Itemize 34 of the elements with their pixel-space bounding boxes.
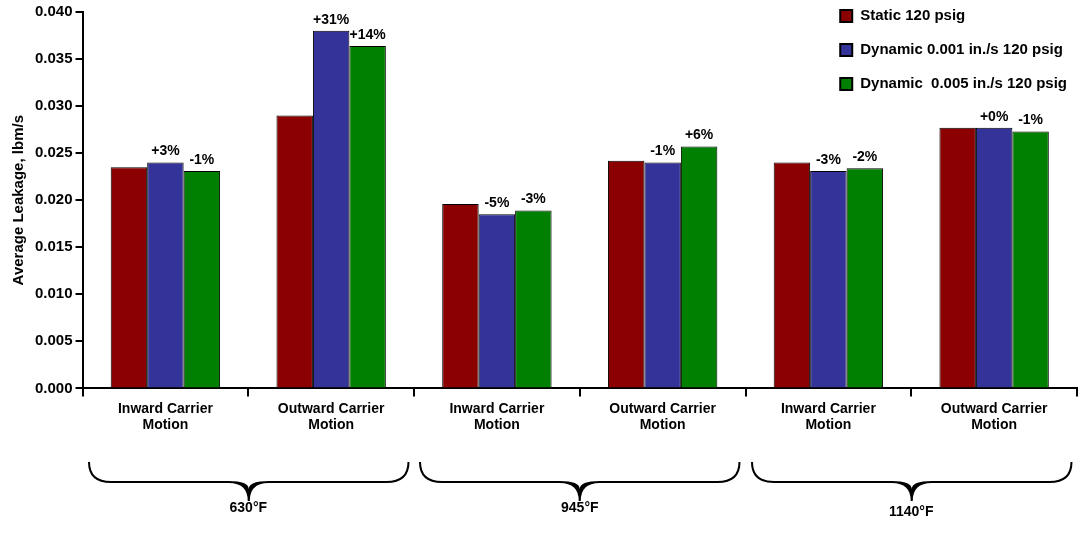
annotation: -5%: [484, 194, 510, 211]
annotation: -1%: [189, 150, 215, 167]
x-tick-label: Inward Carrier Motion: [780, 399, 877, 433]
annotation: +14%: [349, 25, 387, 42]
x-tick-label: Inward Carrier Motion: [117, 399, 214, 433]
annotation: +31%: [313, 10, 350, 27]
y-tick-label: 0.010: [34, 284, 73, 302]
x-tick-label: Outward Carrier Motion: [277, 399, 385, 433]
y-tick-label: 0.015: [34, 237, 73, 255]
annotation: -3%: [520, 190, 547, 207]
annotation: -1%: [650, 142, 676, 159]
text: 945°F: [561, 499, 599, 515]
text: 1140°F: [888, 503, 934, 519]
x-tick-label: Outward Carrier Motion: [609, 399, 717, 433]
y-tick-label: 0.040: [34, 2, 73, 20]
legend-label: Static 120 psig: [860, 6, 966, 24]
legend-label: Dynamic 0.005 in./s 120 psig: [860, 74, 1068, 92]
annotation: -1%: [1018, 111, 1044, 128]
x-tick-label: Outward Carrier Motion: [940, 399, 1048, 433]
y-axis-title: Average Leakage, lbm/s: [9, 115, 27, 286]
x-tick-label: Inward Carrier Motion: [449, 399, 545, 433]
annotation: -2%: [852, 148, 878, 165]
legend-label: Dynamic 0.001 in./s 120 psig: [860, 40, 1063, 58]
annotation: +3%: [151, 142, 181, 159]
annotation: +6%: [684, 126, 714, 143]
y-tick-label: 0.035: [34, 49, 73, 67]
y-tick-label: 0.020: [34, 190, 73, 208]
y-tick-label: 0.000: [34, 378, 73, 396]
y-tick-label: 0.005: [34, 331, 73, 349]
annotation: +0%: [979, 107, 1009, 124]
y-tick-label: 0.025: [34, 143, 73, 161]
annotation: -3%: [815, 150, 842, 167]
text: 630°F: [229, 499, 268, 515]
y-tick-label: 0.030: [34, 96, 73, 114]
